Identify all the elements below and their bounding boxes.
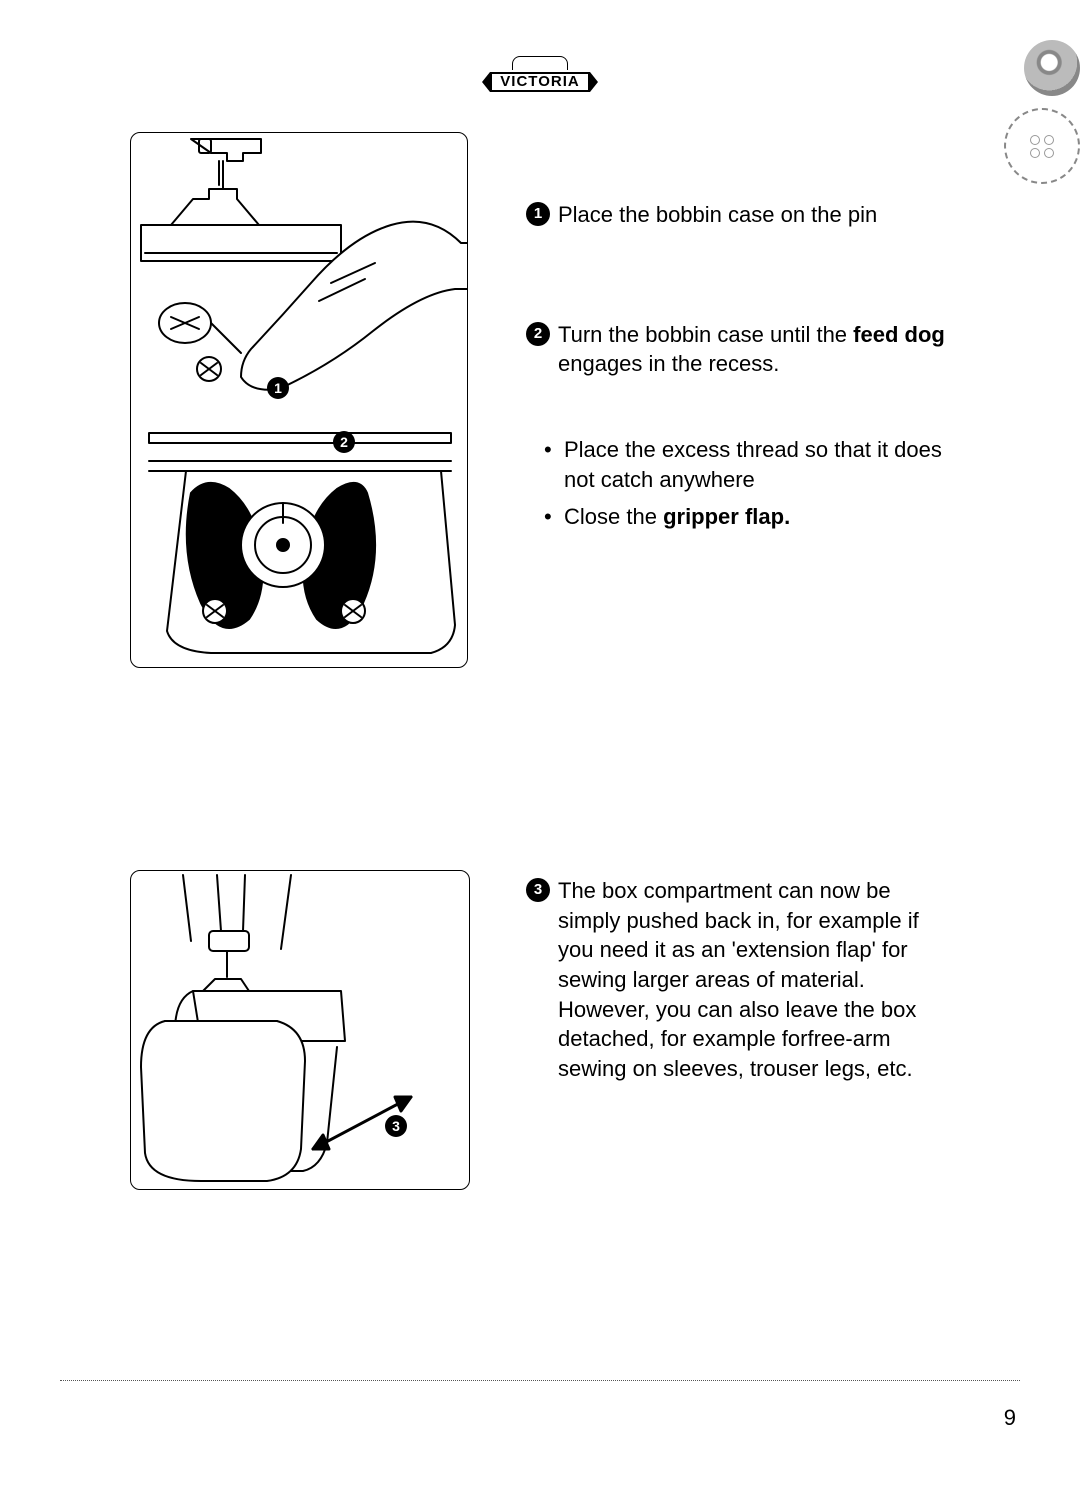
step-1: 1 Place the bobbin case on the pin <box>526 200 956 230</box>
list-item: Place the excess thread so that it does … <box>538 435 956 494</box>
text-bold: gripper flap. <box>663 504 790 529</box>
list-item: Close the gripper flap. <box>538 502 956 532</box>
diagram2-svg <box>131 871 470 1190</box>
instructions-block-2: 3 The box compartment can now be simply … <box>526 876 956 1112</box>
logo-text: VICTORIA <box>490 72 589 92</box>
bobbin-plate-icon <box>1004 108 1080 184</box>
diagram1-svg <box>131 133 468 668</box>
step-text: Turn the bobbin case until the feed dog … <box>558 320 956 379</box>
step-number: 1 <box>526 202 550 226</box>
step-number: 3 <box>526 878 550 902</box>
footer-divider <box>60 1380 1020 1381</box>
instructions-block-1: 1 Place the bobbin case on the pin 2 Tur… <box>526 200 956 540</box>
side-thumbnails <box>1004 40 1080 184</box>
page-number: 9 <box>1004 1405 1016 1431</box>
logo-crest-icon <box>512 56 568 70</box>
bullet-list: Place the excess thread so that it does … <box>526 435 956 532</box>
text-run: Place the excess thread so that it does … <box>564 437 942 492</box>
diagram-callout-1: 1 <box>267 377 289 399</box>
step-text: The box compartment can now be simply pu… <box>558 876 956 1084</box>
text-run: engages in the recess. <box>558 351 779 376</box>
step-text: Place the bobbin case on the pin <box>558 200 956 230</box>
diagram-bobbin-insert: 1 2 <box>130 132 468 668</box>
diagram-box-compartment: 3 <box>130 870 470 1190</box>
step-3: 3 The box compartment can now be simply … <box>526 876 956 1084</box>
diagram-callout-3: 3 <box>385 1115 407 1137</box>
victoria-logo: VICTORIA <box>470 56 610 92</box>
text-run: Close the <box>564 504 663 529</box>
manual-page: VICTORIA <box>0 0 1080 1493</box>
diagram-callout-2: 2 <box>333 431 355 453</box>
step-2: 2 Turn the bobbin case until the feed do… <box>526 320 956 379</box>
bobbin-case-icon <box>1024 40 1080 96</box>
text-bold: feed dog <box>853 322 945 347</box>
text-run: Turn the bobbin case until the <box>558 322 853 347</box>
step-number: 2 <box>526 322 550 346</box>
